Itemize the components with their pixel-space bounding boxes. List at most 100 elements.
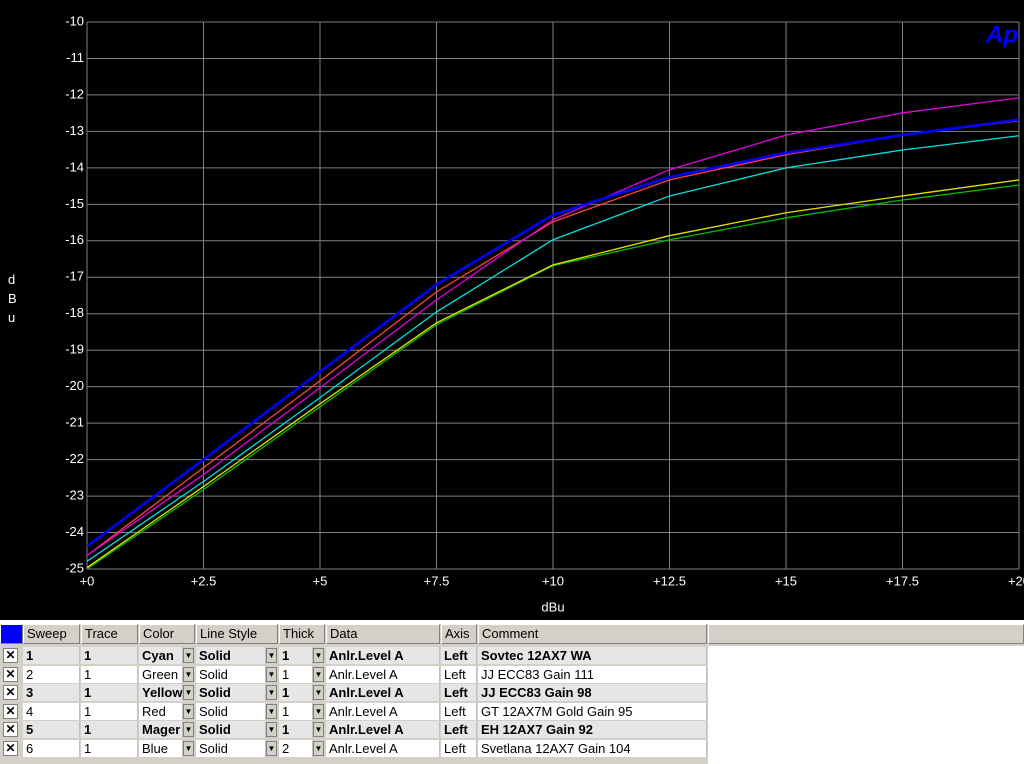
- dropdown-button[interactable]: ▼: [266, 740, 277, 756]
- table-cell: Solid: [196, 739, 266, 757]
- y-tick-label: -12: [65, 86, 84, 101]
- dropdown-button[interactable]: ▼: [313, 648, 324, 663]
- table-cell: Sovtec 12AX7 WA: [478, 647, 707, 664]
- y-tick-label: -21: [65, 415, 84, 430]
- row-checkbox[interactable]: ✕: [3, 703, 18, 719]
- x-tick-label: +7.5: [424, 573, 450, 588]
- table-body-blank: [708, 646, 1024, 764]
- trace-table: Sweep Trace Color Line Style Thick Data Axis Co…: [0, 624, 1024, 764]
- table-cell: Solid: [196, 702, 266, 720]
- table-cell: Solid: [196, 647, 266, 664]
- table-cell: 6: [23, 739, 80, 757]
- table-cell: Yellow: [139, 684, 183, 701]
- dropdown-button[interactable]: ▼: [313, 685, 324, 700]
- table-cell: Anlr.Level A: [326, 739, 440, 757]
- dropdown-button[interactable]: ▼: [266, 703, 277, 719]
- table-cell: Left: [441, 684, 477, 701]
- dropdown-button[interactable]: ▼: [183, 722, 194, 737]
- table-cell: Mager: [139, 721, 183, 738]
- column-header: Color: [139, 624, 195, 644]
- table-cell: Left: [441, 721, 477, 738]
- dropdown-button[interactable]: ▼: [183, 703, 194, 719]
- row-checkbox[interactable]: ✕: [3, 740, 18, 756]
- dropdown-button[interactable]: ▼: [313, 666, 324, 682]
- dropdown-button[interactable]: ▼: [183, 666, 194, 682]
- x-tick-label: +0: [80, 573, 95, 588]
- column-header: Line Style: [196, 624, 278, 644]
- column-header: Data: [326, 624, 440, 644]
- table-cell: Left: [441, 702, 477, 720]
- table-cell: 1: [279, 665, 313, 683]
- table-cell: 1: [23, 647, 80, 664]
- y-tick-label: -25: [65, 560, 84, 575]
- dropdown-button[interactable]: ▼: [183, 740, 194, 756]
- dropdown-button[interactable]: ▼: [266, 722, 277, 737]
- table-cell: Left: [441, 665, 477, 683]
- dropdown-button[interactable]: ▼: [183, 648, 194, 663]
- table-cell: 2: [279, 739, 313, 757]
- table-cell: Svetlana 12AX7 Gain 104: [478, 739, 707, 757]
- table-cell: JJ ECC83 Gain 111: [478, 665, 707, 683]
- column-header-empty: [708, 624, 1024, 644]
- logo: Ap: [985, 21, 1018, 48]
- table-cell: EH 12AX7 Gain 92: [478, 721, 707, 738]
- x-tick-label: +20: [1008, 573, 1024, 588]
- trace-line: [87, 135, 1019, 562]
- row-checkbox[interactable]: ✕: [3, 685, 18, 700]
- table-cell: Solid: [196, 684, 266, 701]
- table-cell: 1: [81, 721, 138, 738]
- table-cell: Red: [139, 702, 183, 720]
- dropdown-button[interactable]: ▼: [313, 722, 324, 737]
- x-tick-label: +17.5: [886, 573, 919, 588]
- dropdown-button[interactable]: ▼: [313, 703, 324, 719]
- row-checkbox[interactable]: ✕: [3, 648, 18, 663]
- plot-lines: [87, 97, 1019, 569]
- x-tick-label: +15: [775, 573, 797, 588]
- y-tick-label: -15: [65, 196, 84, 211]
- table-cell: 1: [81, 739, 138, 757]
- table-cell: Anlr.Level A: [326, 702, 440, 720]
- y-tick-label: -22: [65, 451, 84, 466]
- table-cell: 1: [81, 647, 138, 664]
- table-cell: Anlr.Level A: [326, 721, 440, 738]
- chart: Ap dBu -10 -11 -12 -13 -14 -15 -16 -17 -18 -19 -20…: [0, 0, 1024, 620]
- y-tick-label: -14: [65, 159, 84, 174]
- table-cell: Anlr.Level A: [326, 665, 440, 683]
- x-tick-label: +10: [542, 573, 564, 588]
- dropdown-button[interactable]: ▼: [313, 740, 324, 756]
- x-tick-label: +12.5: [653, 573, 686, 588]
- table-cell: 4: [23, 702, 80, 720]
- y-tick-label: -17: [65, 269, 84, 284]
- select-all[interactable]: [0, 624, 23, 644]
- y-tick-label: -23: [65, 488, 84, 503]
- table-cell: 1: [279, 702, 313, 720]
- x-tick-label: +5: [313, 573, 328, 588]
- table-cell: Anlr.Level A: [326, 684, 440, 701]
- dropdown-button[interactable]: ▼: [183, 685, 194, 700]
- table-cell: 1: [279, 647, 313, 664]
- row-checkbox[interactable]: ✕: [3, 666, 18, 682]
- table-cell: 1: [81, 684, 138, 701]
- table-cell: 2: [23, 665, 80, 683]
- table-cell: Solid: [196, 721, 266, 738]
- table-cell: Cyan: [139, 647, 183, 664]
- y-tick-label: -18: [65, 305, 84, 320]
- dropdown-button[interactable]: ▼: [266, 685, 277, 700]
- table-cell: JJ ECC83 Gain 98: [478, 684, 707, 701]
- y-axis-label: dBu: [8, 272, 17, 325]
- trace-line: [87, 184, 1019, 569]
- table-cell: 1: [81, 702, 138, 720]
- table-cell: Left: [441, 647, 477, 664]
- dropdown-button[interactable]: ▼: [266, 666, 277, 682]
- x-tick-label: +2.5: [191, 573, 217, 588]
- table-cell: Left: [441, 739, 477, 757]
- y-tick-label: -11: [66, 50, 84, 65]
- y-tick-label: -13: [65, 123, 84, 138]
- table-cell: 1: [279, 684, 313, 701]
- table-cell: 5: [23, 721, 80, 738]
- trace-line: [87, 179, 1019, 569]
- trace-line: [87, 118, 1019, 548]
- row-checkbox[interactable]: ✕: [3, 722, 18, 737]
- dropdown-button[interactable]: ▼: [266, 648, 277, 663]
